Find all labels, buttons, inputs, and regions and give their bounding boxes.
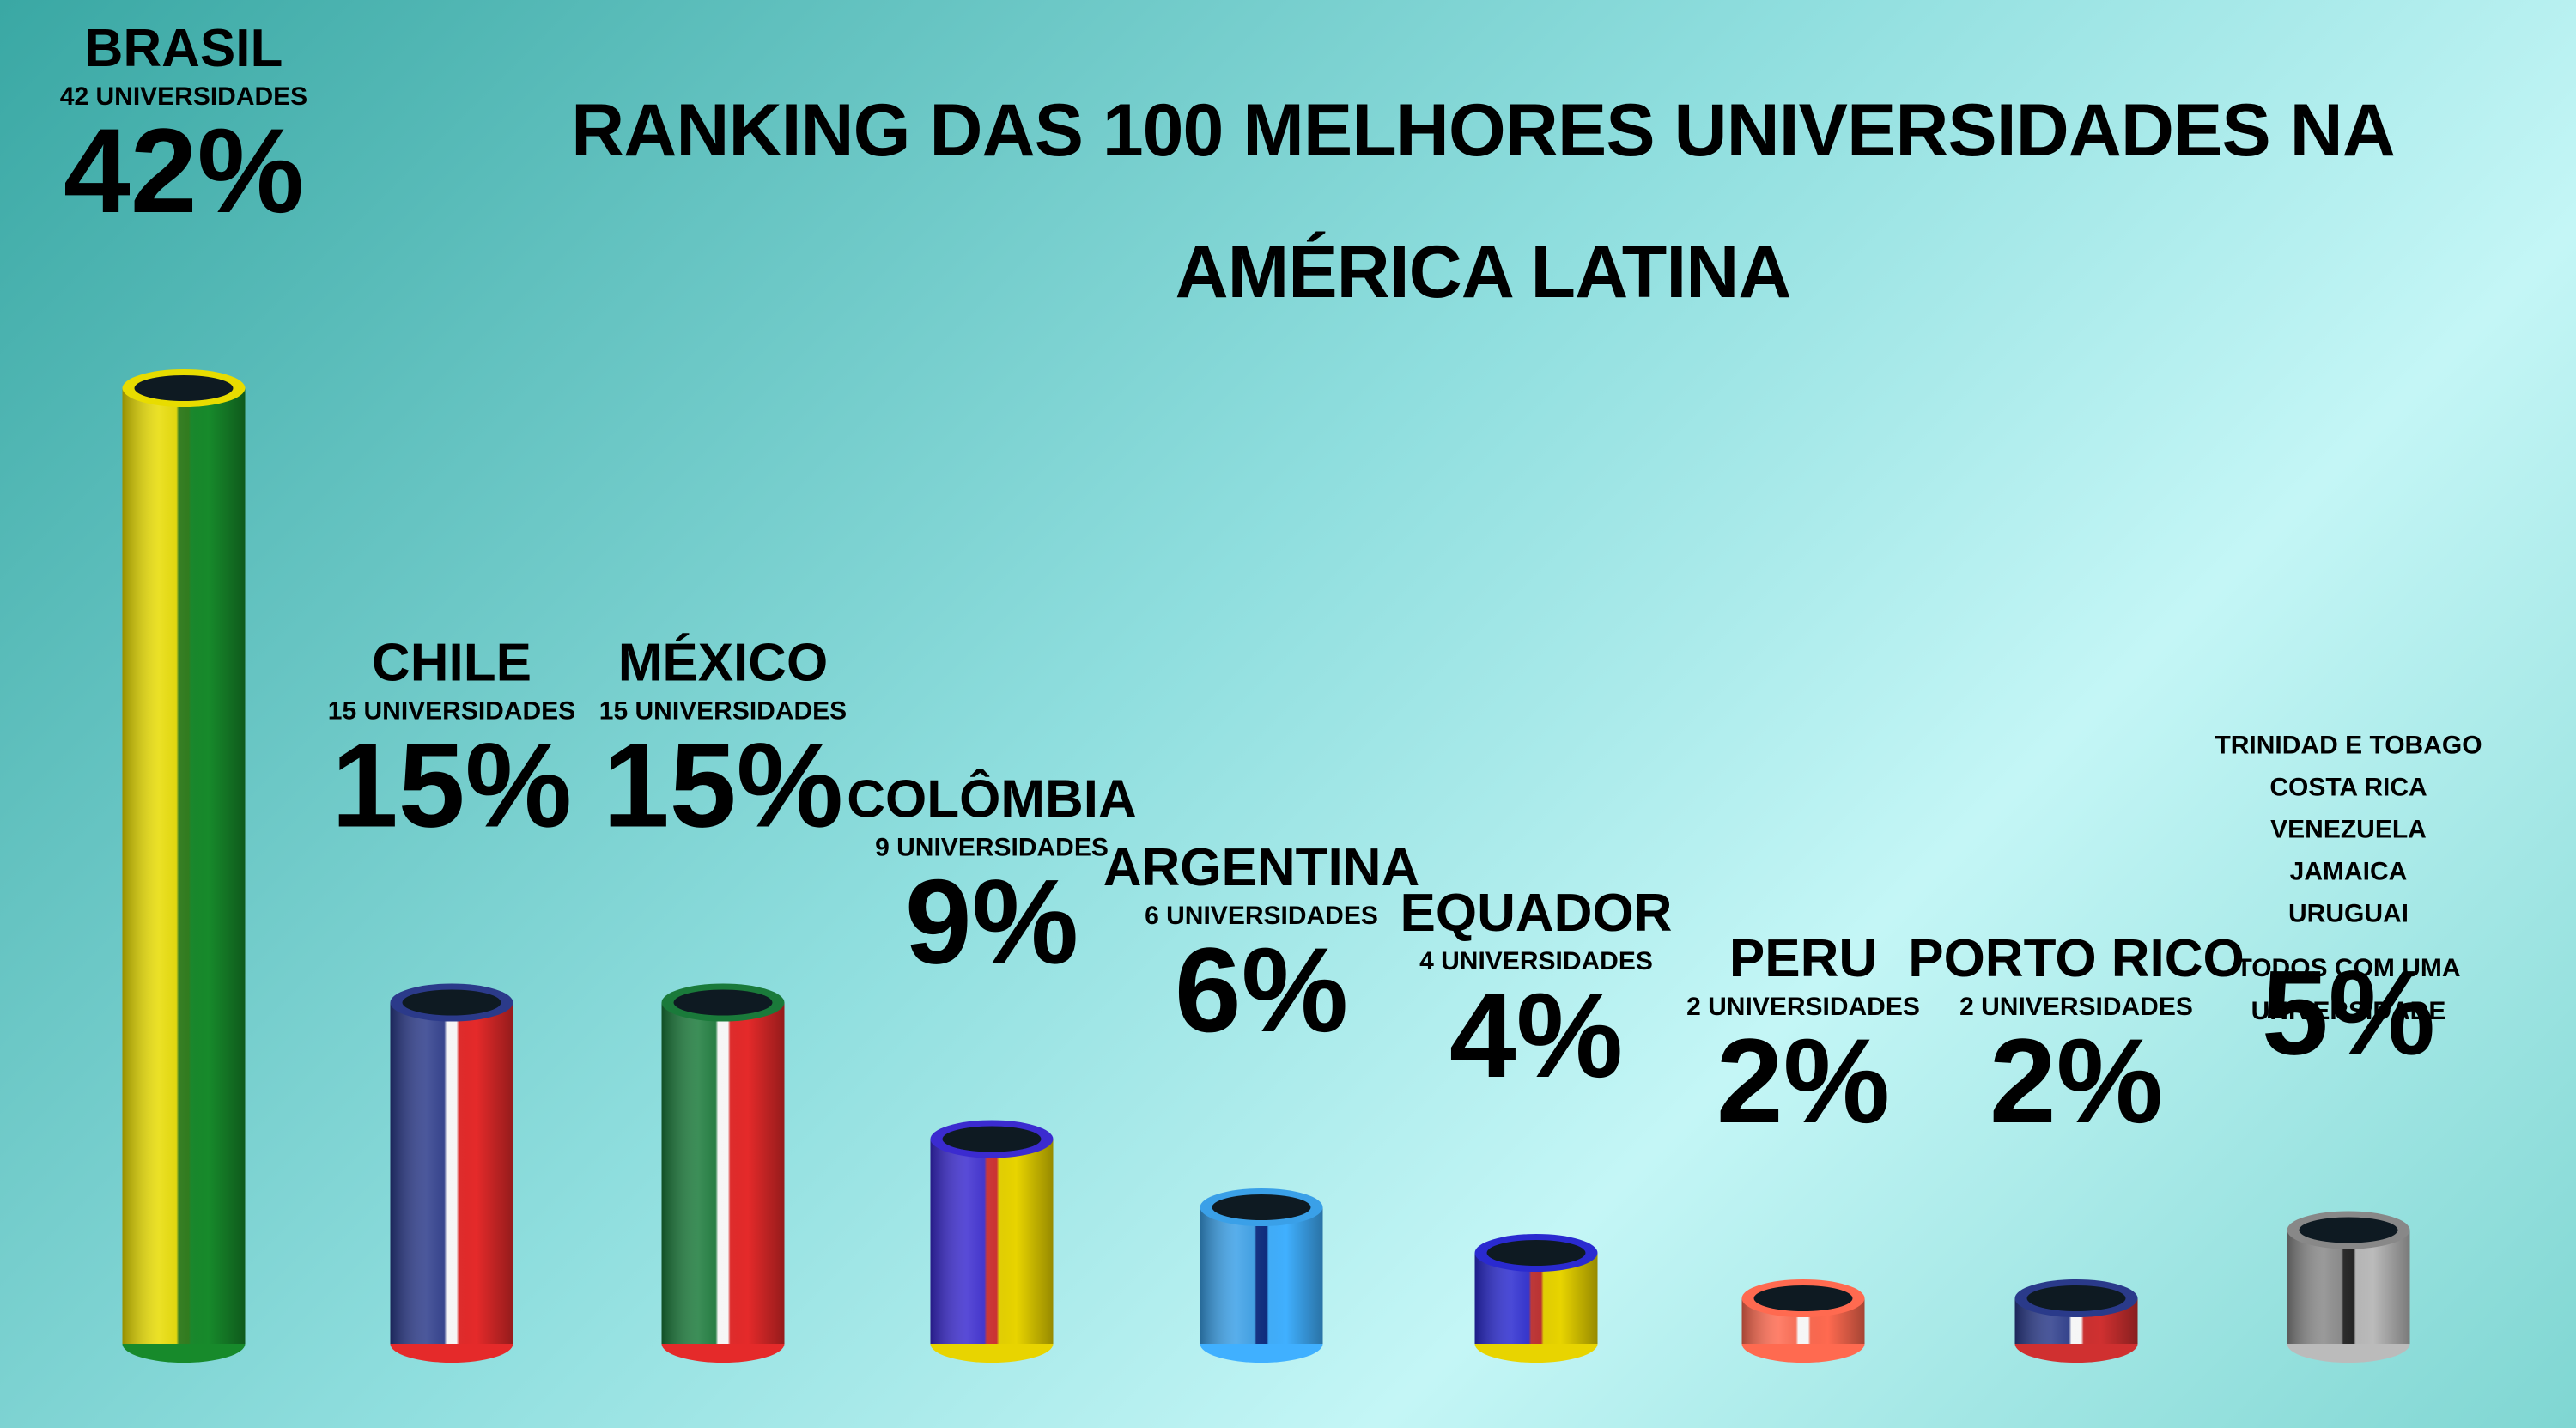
value-label: 4%: [1449, 968, 1623, 1103]
cylinder-hole: [2300, 1218, 2398, 1243]
subtitle: 2 UNIVERSIDADES: [1686, 993, 1920, 1021]
bar-shade: [1200, 1207, 1323, 1344]
other-country: URUGUAI: [2288, 900, 2409, 928]
value-label: 2%: [1990, 1013, 2163, 1148]
cylinder-hole: [1754, 1285, 1853, 1311]
value-label: 42%: [64, 103, 304, 238]
other-country: JAMAICA: [2290, 858, 2408, 886]
note-box: TODOS COM UMA UNIVERSIDADE: [2211, 947, 2486, 1042]
cylinder-hole: [943, 1127, 1042, 1152]
cylinder-hole: [1487, 1240, 1586, 1266]
category-label: EQUADOR: [1400, 884, 1673, 943]
bar-shade: [931, 1139, 1054, 1345]
category-label: CHILE: [372, 634, 532, 693]
category-label: COLÔMBIA: [847, 770, 1137, 829]
cylinder-hole: [674, 990, 773, 1016]
other-country: VENEZUELA: [2270, 816, 2427, 844]
category-label: MÉXICO: [618, 634, 829, 693]
subtitle: 42 UNIVERSIDADES: [60, 82, 307, 111]
cylinder-hole: [135, 375, 234, 401]
bar-shade: [662, 1003, 785, 1345]
category-label: BRASIL: [85, 19, 283, 78]
category-label: ARGENTINA: [1103, 838, 1420, 897]
subtitle: 4 UNIVERSIDADES: [1419, 947, 1653, 975]
other-country: COSTA RICA: [2269, 774, 2427, 802]
cylinder-hole: [1212, 1194, 1311, 1220]
value-label: 2%: [1716, 1013, 1890, 1148]
value-label: 15%: [603, 718, 843, 853]
note: TODOS COM UMA UNIVERSIDADE: [2211, 947, 2486, 1033]
category-label: PORTO RICO: [1908, 929, 2245, 988]
subtitle: 15 UNIVERSIDADES: [328, 697, 575, 726]
subtitle: 15 UNIVERSIDADES: [599, 697, 847, 726]
bar-shade: [391, 1003, 513, 1345]
value-label: 6%: [1175, 922, 1348, 1057]
subtitle: 2 UNIVERSIDADES: [1959, 993, 2193, 1021]
subtitle: 9 UNIVERSIDADES: [875, 834, 1109, 862]
value-label: 15%: [331, 718, 572, 853]
category-label: PERU: [1729, 929, 1877, 988]
cylinder-hole: [403, 990, 501, 1016]
value-label: 9%: [905, 854, 1078, 989]
subtitle: 6 UNIVERSIDADES: [1145, 902, 1378, 930]
other-country: TRINIDAD E TOBAGO: [2215, 732, 2482, 760]
bar-shade: [123, 388, 246, 1344]
cylinder-hole: [2027, 1285, 2126, 1311]
